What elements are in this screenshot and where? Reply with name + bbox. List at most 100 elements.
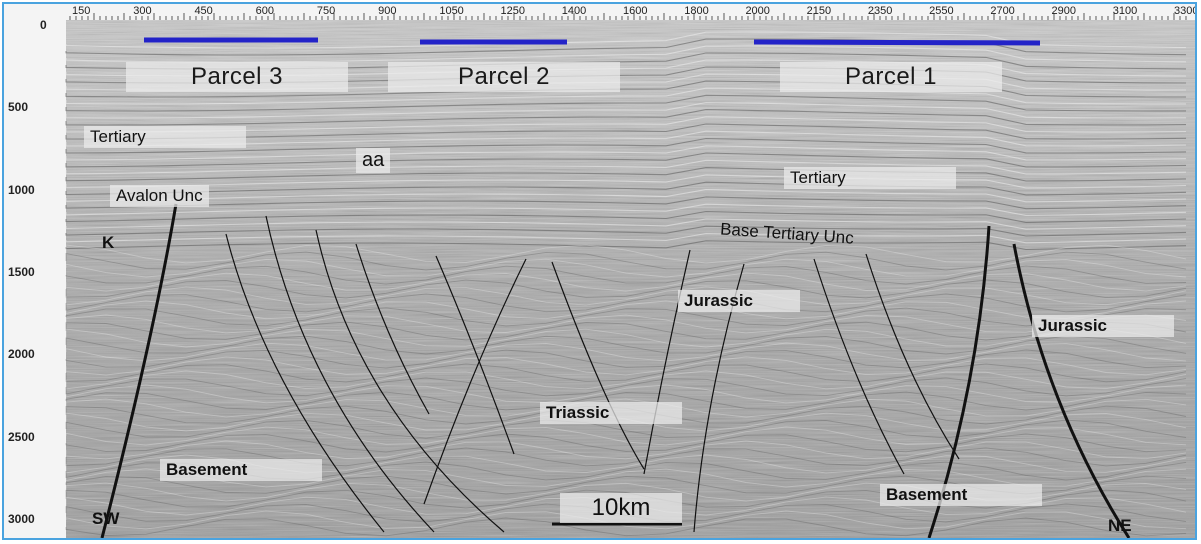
reflector	[65, 167, 1187, 182]
label-tertiary-right: Tertiary	[784, 167, 956, 189]
reflector	[65, 349, 1187, 369]
reflector	[65, 377, 1187, 397]
x-tick-label: 600	[255, 5, 275, 17]
reflector	[65, 342, 1187, 362]
reflector	[65, 31, 1187, 49]
reflector	[65, 307, 1187, 327]
reflector	[65, 433, 1187, 453]
reflector	[65, 335, 1187, 355]
x-tick-label: 1400	[561, 5, 587, 17]
label-k: K	[102, 233, 115, 252]
reflector	[65, 174, 1187, 189]
reflector	[65, 101, 1187, 119]
reflector	[65, 45, 1187, 63]
x-tick-label: 1800	[684, 5, 709, 17]
x-axis-tick-marks	[69, 13, 1187, 20]
label-sw: SW	[92, 509, 120, 528]
label-basement-right: Basement	[880, 484, 1042, 506]
y-axis-band	[4, 20, 66, 538]
x-tick-label: 3100	[1112, 5, 1138, 17]
reflector	[65, 328, 1187, 348]
reflector	[65, 489, 1187, 509]
reflector	[65, 265, 1187, 285]
reflector	[65, 244, 1187, 264]
parcel-1-bar	[753, 39, 1041, 46]
y-tick-label: 2000	[8, 347, 35, 362]
reflector	[65, 447, 1187, 467]
x-tick-label: 2350	[867, 5, 893, 17]
reflector	[65, 321, 1187, 341]
x-tick-label: 300	[133, 5, 152, 17]
y-tick-label: 1500	[8, 265, 35, 279]
reflector	[65, 293, 1187, 313]
y-tick-label: 3000	[8, 512, 35, 526]
x-tick-label: 2000	[745, 5, 770, 17]
reflector	[65, 517, 1187, 537]
x-tick-label: 900	[378, 5, 397, 17]
reflector	[65, 258, 1187, 278]
label-tertiary-left: Tertiary	[84, 126, 246, 148]
label-avalon-unc: Avalon Unc	[110, 185, 209, 207]
x-axis-band	[4, 4, 1195, 20]
reflector	[65, 370, 1187, 390]
y-tick-label: 0	[40, 18, 47, 32]
scale-bar-label: 10km	[560, 493, 682, 523]
parcel-3-label: Parcel 3	[126, 62, 348, 92]
reflector	[65, 145, 1187, 161]
x-tick-label: 2150	[806, 5, 832, 17]
label-ne: NE	[1108, 516, 1132, 535]
x-tick-label: 2550	[929, 5, 954, 17]
reflector	[65, 189, 1187, 203]
reflector	[65, 152, 1187, 168]
reflector	[65, 218, 1187, 230]
reflector	[65, 426, 1187, 446]
parcel-2-label: Parcel 2	[388, 62, 620, 92]
x-tick-label: 1250	[500, 5, 526, 17]
reflector	[65, 286, 1187, 306]
y-tick-label: 2500	[8, 429, 35, 444]
x-tick-label: 3300	[1174, 5, 1197, 17]
reflector	[65, 384, 1187, 404]
reflector	[65, 109, 1187, 126]
reflector	[65, 272, 1187, 292]
reflector	[65, 210, 1187, 223]
label-aa: aa	[356, 148, 391, 173]
fault-ne	[1012, 243, 1131, 538]
reflector	[65, 454, 1187, 474]
x-tick-label: 1050	[439, 5, 464, 17]
reflector	[65, 181, 1187, 196]
x-tick-label: 450	[194, 5, 213, 17]
reflector	[65, 94, 1187, 112]
y-tick-label: 500	[8, 100, 29, 115]
x-tick-label: 2900	[1051, 5, 1077, 17]
x-tick-label: 150	[72, 5, 91, 17]
reflector	[65, 203, 1187, 217]
fault-sw	[100, 203, 178, 538]
x-tick-label: 1600	[623, 5, 648, 17]
reflector	[65, 300, 1187, 320]
reflector	[65, 279, 1187, 299]
y-tick-label: 1000	[8, 182, 35, 197]
reflector	[65, 159, 1187, 175]
reflector	[65, 251, 1187, 271]
x-tick-label: 750	[316, 5, 336, 17]
parcel-1-label: Parcel 1	[780, 62, 1002, 92]
reflector	[65, 419, 1187, 439]
label-jurassic-center: Jurassic	[678, 290, 800, 312]
label-basement-left: Basement	[160, 459, 322, 481]
reflector	[65, 240, 1187, 251]
reflector	[65, 232, 1187, 244]
reflector	[65, 87, 1187, 105]
reflector	[65, 356, 1187, 376]
reflector	[65, 440, 1187, 460]
reflector	[65, 137, 1187, 154]
reflector	[65, 314, 1187, 334]
reflector	[65, 398, 1187, 418]
reflector	[65, 363, 1187, 383]
label-triassic: Triassic	[540, 402, 682, 424]
reflector	[65, 225, 1187, 237]
reflector	[65, 196, 1187, 210]
label-jurassic-right: Jurassic	[1032, 315, 1174, 337]
x-tick-label: 2700	[990, 5, 1015, 17]
